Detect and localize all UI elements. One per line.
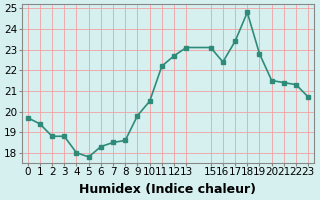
X-axis label: Humidex (Indice chaleur): Humidex (Indice chaleur) [79, 183, 256, 196]
